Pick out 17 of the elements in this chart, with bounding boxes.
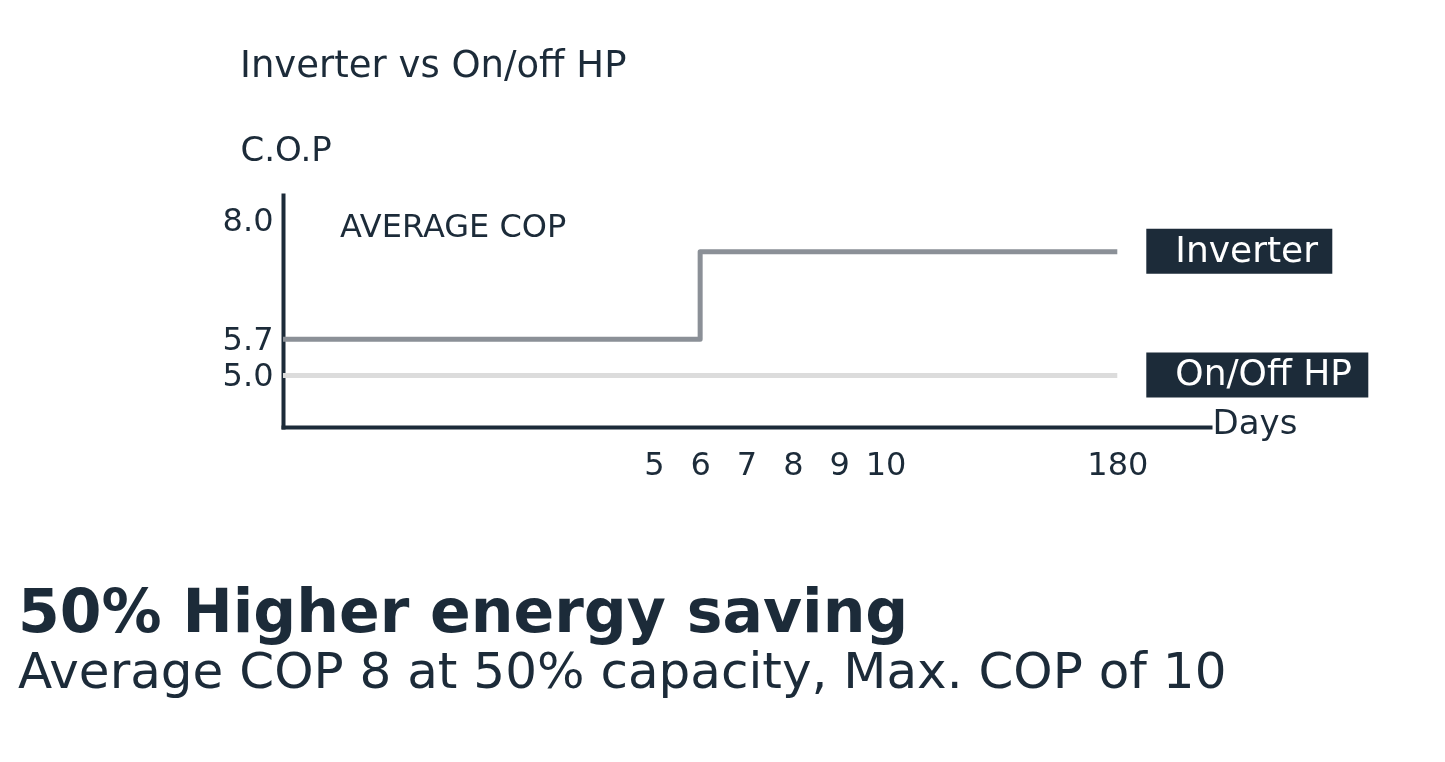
y-axis-title: C.O.P: [240, 128, 332, 169]
y-tick-label: 5.0: [222, 355, 274, 394]
x-tick-label: 7: [736, 444, 758, 483]
x-tick-label: 180: [1087, 444, 1149, 483]
series-label: Inverter: [1175, 228, 1319, 270]
text: 50% Higher energy saving: [18, 576, 909, 646]
x-tick-label: 8: [783, 444, 804, 483]
x-tick-label: 9: [829, 444, 850, 483]
x-tick-label: 6: [690, 444, 711, 483]
y-tick-label: 8.0: [222, 201, 274, 240]
x-tick-label: 10: [865, 444, 907, 483]
x-tick-label: 5: [644, 444, 665, 483]
series-label: On/Off HP: [1175, 352, 1352, 394]
x-axis-title: Days: [1212, 401, 1298, 442]
y-tick-label: 5.7: [222, 319, 274, 358]
annotation: AVERAGE COP: [340, 207, 567, 245]
chart-title: Inverter vs On/off HP: [240, 43, 627, 86]
